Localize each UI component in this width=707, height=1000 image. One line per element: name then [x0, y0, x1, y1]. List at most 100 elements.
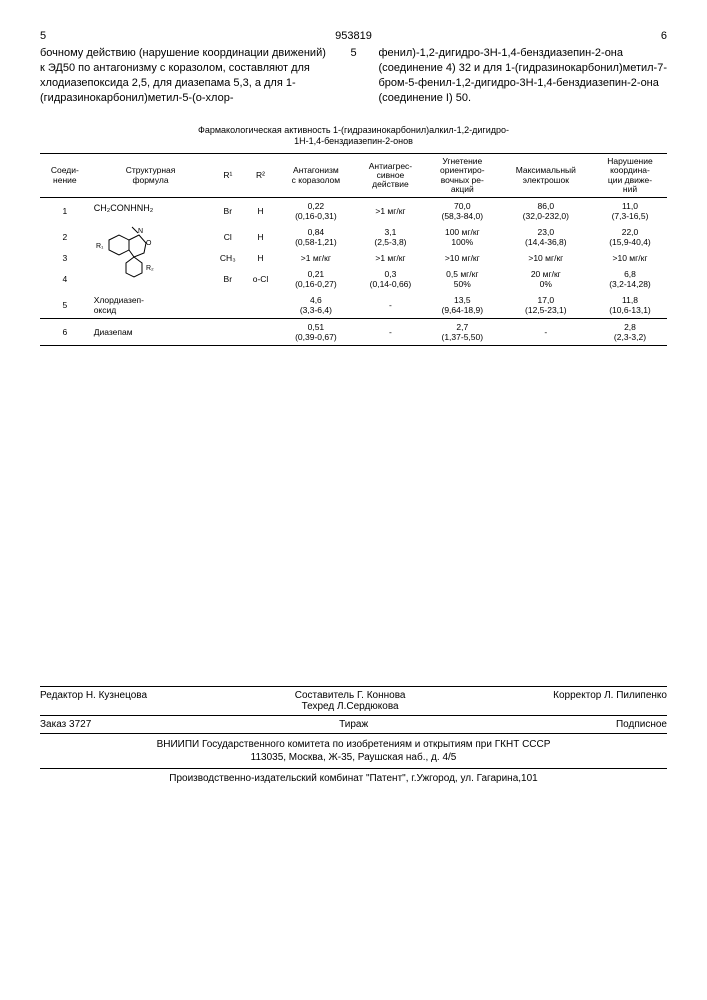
cell-e: 2,8(2,3-3,2) — [593, 319, 667, 346]
th-antiaggr: Антиагрес-сивноедействие — [355, 153, 426, 197]
svg-text:R₁: R₁ — [96, 243, 104, 250]
podpisnoe: Подписное — [616, 719, 667, 730]
chemical-structure-icon: N O R₁ R₂ — [94, 215, 174, 285]
right-column: фенил)-1,2-дигидро-3Н-1,4-бенздиазепин-2… — [379, 46, 668, 105]
cell-a: 0,21(0,16-0,27) — [277, 266, 355, 292]
composer-name: Г. Коннова — [357, 690, 406, 701]
cell-r2: о-Cl — [244, 266, 277, 292]
cell-r2 — [244, 292, 277, 319]
cell-r1: Cl — [211, 224, 244, 250]
table-row: 1 CH₂CONHNH₂ N O R₁ R₂ Br H 0,22(0,16-0,… — [40, 198, 667, 225]
para-marker: 5 — [349, 46, 359, 105]
blank-space — [40, 346, 667, 686]
body-text: бочному действию (нарушение координации … — [40, 46, 667, 105]
cell-e: >10 мг/кг — [593, 250, 667, 266]
data-table: Соеди-нение Структурнаяформула R¹ R² Ант… — [40, 153, 667, 346]
left-text: бочному действию (нарушение координации … — [40, 47, 326, 104]
cell-r1: CH₃ — [211, 250, 244, 266]
doc-number: 953819 — [335, 30, 372, 42]
th-suppression: Угнетениеориентиро-вочных ре-акций — [426, 153, 499, 197]
page-header: 5 953819 6 — [40, 30, 667, 42]
cell-c: 2,7(1,37-5,50) — [426, 319, 499, 346]
right-text: фенил)-1,2-дигидро-3Н-1,4-бенздиазепин-2… — [379, 47, 668, 104]
cell-n: 5 — [40, 292, 90, 319]
table-header-row: Соеди-нение Структурнаяформула R¹ R² Ант… — [40, 153, 667, 197]
table-row: 6 Диазепам 0,51(0,39-0,67) - 2,7(1,37-5,… — [40, 319, 667, 346]
composer-label: Составитель — [295, 690, 354, 701]
cell-r2 — [244, 319, 277, 346]
table-title: Фармакологическая активность 1-(гидразин… — [40, 125, 667, 147]
organization: ВНИИПИ Государственного комитета по изоб… — [40, 734, 667, 769]
cell-r1 — [211, 292, 244, 319]
cell-r1 — [211, 319, 244, 346]
cell-formula: Диазепам — [90, 319, 212, 346]
th-antagonism: Антагонизмс коразолом — [277, 153, 355, 197]
cell-e: 11,8(10,6-13,1) — [593, 292, 667, 319]
org-line1: ВНИИПИ Государственного комитета по изоб… — [157, 739, 551, 750]
footer: Редактор Н. Кузнецова Составитель Г. Кон… — [40, 686, 667, 788]
svg-text:O: O — [146, 240, 152, 247]
cell-n: 4 — [40, 266, 90, 292]
cell-c: >10 мг/кг — [426, 250, 499, 266]
corrector-label: Корректор — [553, 690, 601, 701]
th-electroshock: Максимальныйэлектрошок — [499, 153, 593, 197]
order-number: Заказ 3727 — [40, 719, 91, 730]
printer-info: Производственно-издательский комбинат "П… — [40, 769, 667, 788]
cell-r1: Br — [211, 266, 244, 292]
cell-d: 20 мг/кг0% — [499, 266, 593, 292]
th-r2: R² — [244, 153, 277, 197]
cell-b: >1 мг/кг — [355, 250, 426, 266]
corrector-name: Л. Пилипенко — [604, 690, 667, 701]
col-num-right: 6 — [661, 30, 667, 42]
cell-d: 86,0(32,0-232,0) — [499, 198, 593, 225]
tirazh: Тираж — [339, 719, 368, 730]
th-r1: R¹ — [211, 153, 244, 197]
cell-a: >1 мг/кг — [277, 250, 355, 266]
th-coordination: Нарушениекоордина-ции движе-ний — [593, 153, 667, 197]
composer-techred: Составитель Г. Коннова Техред Л.Сердюков… — [295, 690, 406, 712]
cell-r2: H — [244, 250, 277, 266]
cell-c: 100 мг/кг100% — [426, 224, 499, 250]
cell-c: 0,5 мг/кг50% — [426, 266, 499, 292]
cell-d: 23,0(14,4-36,8) — [499, 224, 593, 250]
cell-n: 6 — [40, 319, 90, 346]
corrector: Корректор Л. Пилипенко — [553, 690, 667, 712]
cell-d: >10 мг/кг — [499, 250, 593, 266]
cell-n: 1 — [40, 198, 90, 225]
cell-b: 3,1(2,5-3,8) — [355, 224, 426, 250]
cell-n: 3 — [40, 250, 90, 266]
cell-e: 11,0(7,3-16,5) — [593, 198, 667, 225]
editor-name: Н. Кузнецова — [86, 690, 147, 701]
left-column: бочному действию (нарушение координации … — [40, 46, 329, 105]
cell-c: 13,5(9,64-18,9) — [426, 292, 499, 319]
cell-e: 22,0(15,9-40,4) — [593, 224, 667, 250]
formula-label: CH₂CONHNH₂ — [94, 203, 208, 213]
table-title-1: Фармакологическая активность 1-(гидразин… — [198, 125, 509, 135]
svg-text:N: N — [138, 228, 143, 235]
cell-b: - — [355, 292, 426, 319]
editor: Редактор Н. Кузнецова — [40, 690, 147, 712]
table-title-2: 1Н-1,4-бенздиазепин-2-онов — [294, 136, 413, 146]
th-compound: Соеди-нение — [40, 153, 90, 197]
cell-r2: H — [244, 198, 277, 225]
cell-r2: H — [244, 224, 277, 250]
cell-formula: Хлордиазеп-оксид — [90, 292, 212, 319]
table-row: 5 Хлордиазеп-оксид 4,6(3,3-6,4) - 13,5(9… — [40, 292, 667, 319]
cell-e: 6,8(3,2-14,28) — [593, 266, 667, 292]
th-formula: Структурнаяформула — [90, 153, 212, 197]
cell-d: 17,0(12,5-23,1) — [499, 292, 593, 319]
cell-r1: Br — [211, 198, 244, 225]
techred-name: Л.Сердюкова — [337, 701, 399, 712]
cell-a: 0,84(0,58-1,21) — [277, 224, 355, 250]
credits-row: Редактор Н. Кузнецова Составитель Г. Кон… — [40, 686, 667, 716]
org-line2: 113035, Москва, Ж-35, Раушская наб., д. … — [251, 752, 457, 763]
cell-b: - — [355, 319, 426, 346]
cell-a: 4,6(3,3-6,4) — [277, 292, 355, 319]
cell-a: 0,51(0,39-0,67) — [277, 319, 355, 346]
svg-text:R₂: R₂ — [146, 265, 154, 272]
structural-formula: CH₂CONHNH₂ N O R₁ R₂ — [90, 198, 212, 293]
cell-a: 0,22(0,16-0,31) — [277, 198, 355, 225]
cell-b: 0,3(0,14-0,66) — [355, 266, 426, 292]
order-row: Заказ 3727 Тираж Подписное — [40, 716, 667, 734]
cell-c: 70,0(58,3-84,0) — [426, 198, 499, 225]
